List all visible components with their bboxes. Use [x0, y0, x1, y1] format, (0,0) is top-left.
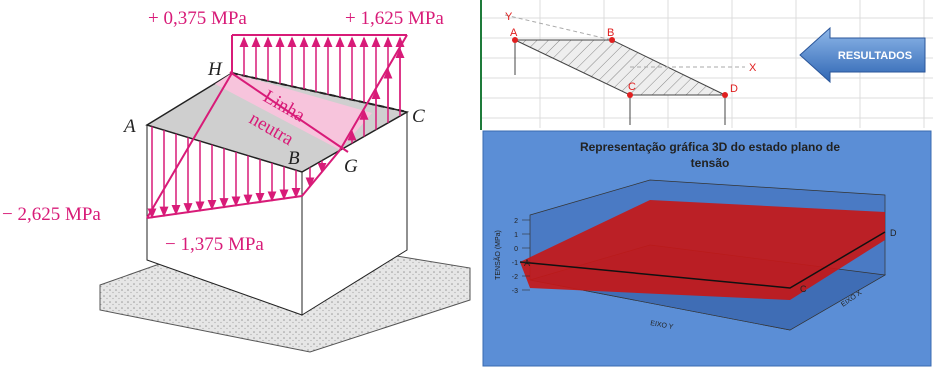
point-label: A [510, 27, 518, 39]
stress-label: + 0,375 MPa [148, 8, 247, 29]
stress-figure: + 0,375 MPa + 1,625 MPa − 2,625 MPa − 1,… [2, 8, 470, 352]
point-label: G [344, 156, 358, 177]
z-tick-label: -1 [512, 260, 518, 267]
axis-label: X [749, 62, 757, 74]
chart-title: tensão [691, 156, 730, 170]
point-label: A [122, 116, 136, 137]
point-label: B [607, 27, 614, 39]
page: + 0,375 MPa + 1,625 MPa − 2,625 MPa − 1,… [0, 0, 933, 367]
point-label: C [628, 81, 636, 93]
spreadsheet: Y X A B C D RESULTADOS [481, 0, 933, 130]
stress-label: + 1,625 MPa [345, 8, 444, 29]
corner-label: C [800, 284, 807, 294]
z-tick-label: -2 [512, 274, 518, 281]
corner-label: D [890, 228, 897, 238]
point [722, 92, 728, 98]
corner-label: A [524, 258, 530, 268]
point-label: H [207, 59, 223, 80]
z-tick-label: 0 [514, 246, 518, 253]
chart-title: Representação gráfica 3D do estado plano… [580, 140, 840, 154]
axis-label: Y [505, 11, 513, 23]
button-label[interactable]: RESULTADOS [838, 50, 912, 62]
stress-label: − 1,375 MPa [165, 234, 264, 255]
point-label: B [288, 148, 300, 169]
z-tick-label: 1 [514, 232, 518, 239]
point-label: D [730, 83, 738, 95]
z-tick-label: 2 [514, 218, 518, 225]
point-label: C [412, 106, 425, 127]
z-tick-label: -3 [512, 288, 518, 295]
z-axis-label: TENSÃO (MPa) [493, 230, 502, 280]
stress-label: − 2,625 MPa [2, 204, 101, 225]
surface-chart: Representação gráfica 3D do estado plano… [483, 131, 931, 366]
